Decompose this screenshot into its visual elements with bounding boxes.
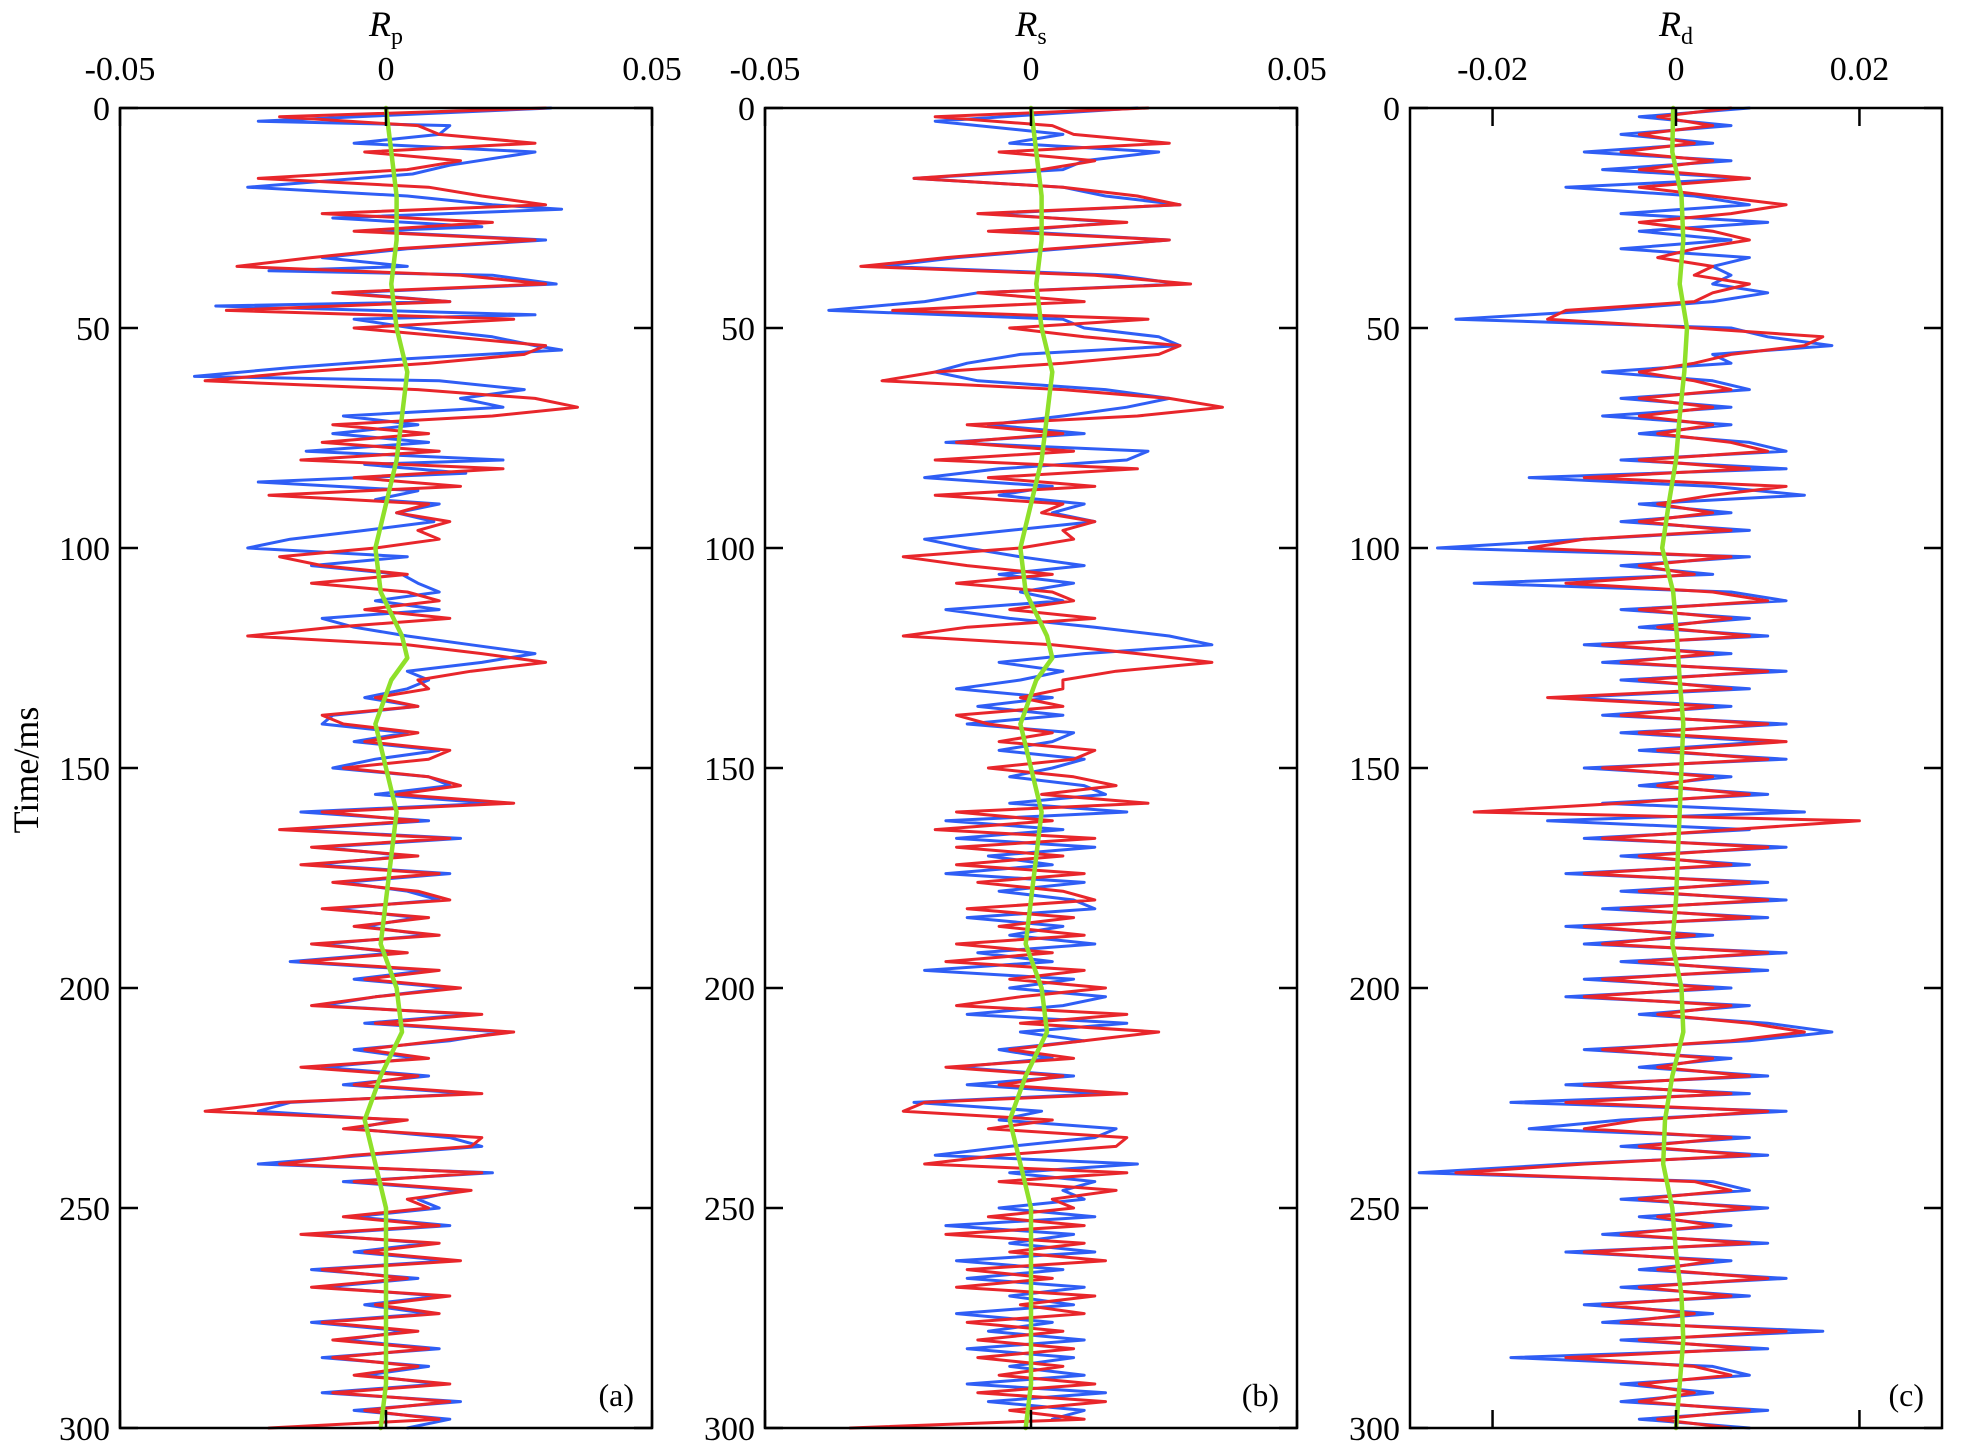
y-tick-label: 300 <box>704 1411 755 1448</box>
panel-label: (b) <box>1242 1377 1279 1413</box>
y-tick-label: 100 <box>704 531 755 568</box>
y-tick-label: 300 <box>59 1411 110 1448</box>
y-tick-label: 0 <box>738 91 755 128</box>
x-tick-label: 0.02 <box>1830 51 1890 88</box>
y-tick-label: 0 <box>93 91 110 128</box>
y-tick-label: 250 <box>704 1191 755 1228</box>
y-tick-label: 50 <box>1366 311 1400 348</box>
y-tick-label: 250 <box>1349 1191 1400 1228</box>
panel-label: (c) <box>1888 1377 1924 1413</box>
y-axis-label: Time/ms <box>6 707 46 834</box>
x-axis-title: Rs <box>1014 4 1046 50</box>
y-tick-label: 200 <box>704 971 755 1008</box>
series-line-blue <box>1417 106 1834 1430</box>
x-tick-label: 0.05 <box>622 51 682 88</box>
series-line-red <box>203 106 579 1430</box>
x-axis-title: Rp <box>368 4 403 50</box>
x-tick-label: 0 <box>1023 51 1040 88</box>
y-tick-label: 50 <box>76 311 110 348</box>
x-tick-label: 0 <box>378 51 395 88</box>
y-tick-label: 150 <box>59 751 110 788</box>
x-tick-label: 0 <box>1668 51 1685 88</box>
y-tick-label: 0 <box>1383 91 1400 128</box>
series-line-red <box>848 106 1224 1430</box>
series-line-green <box>362 105 410 1431</box>
x-tick-label: 0.05 <box>1267 51 1327 88</box>
series-line-red <box>1454 106 1861 1430</box>
x-axis-title: Rd <box>1658 4 1693 50</box>
y-tick-label: 150 <box>704 751 755 788</box>
series-line-green <box>1659 105 1690 1431</box>
y-tick-label: 50 <box>721 311 755 348</box>
x-tick-label: -0.05 <box>85 51 156 88</box>
y-tick-label: 300 <box>1349 1411 1400 1448</box>
panel-label: (a) <box>598 1377 634 1413</box>
x-tick-label: -0.05 <box>730 51 801 88</box>
series-line-green <box>1007 105 1055 1431</box>
y-tick-label: 150 <box>1349 751 1400 788</box>
x-tick-label: -0.02 <box>1457 51 1528 88</box>
y-tick-label: 200 <box>1349 971 1400 1008</box>
y-tick-label: 250 <box>59 1191 110 1228</box>
panel-3: -0.02 0 0.02 0 50 100 150 200 250 300 Rd (c) <box>1349 4 1944 1448</box>
y-tick-label: 100 <box>1349 531 1400 568</box>
y-tick-label: 200 <box>59 971 110 1008</box>
y-tick-label: 100 <box>59 531 110 568</box>
